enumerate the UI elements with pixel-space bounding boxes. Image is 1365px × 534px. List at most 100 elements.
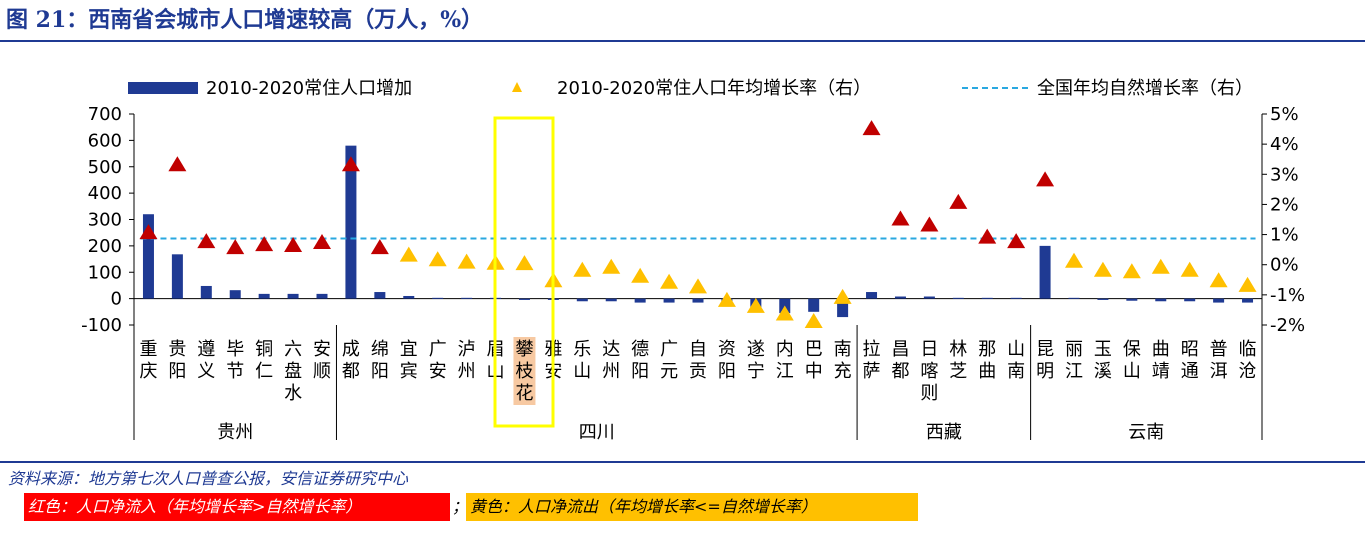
legend-bar-swatch <box>128 82 198 94</box>
category-label-那曲: 那曲 <box>978 339 996 382</box>
left-tick-label: 0 <box>111 289 122 310</box>
rate-marker-绵阳 <box>370 239 389 255</box>
category-axis: 重庆贵阳遵义毕节铜仁六盘水安顺成都绵阳宜宾广安泸州眉山攀枝花雅安乐山达州德阳广元… <box>139 337 1257 405</box>
right-tick-label: 5% <box>1270 104 1299 125</box>
chart: 2010-2020常住人口增加 2010-2020常住人口年均增长率（右） 全国… <box>81 78 1305 443</box>
legend-note-red: 红色：人口净流入（年均增长率>自然增长率） <box>24 493 450 521</box>
legend-triangle-swatch <box>512 82 522 92</box>
category-label-自贡: 自贡 <box>689 339 707 382</box>
rate-marker-昭通 <box>1180 261 1199 277</box>
rate-marker-安顺 <box>313 234 331 250</box>
title-rule <box>0 40 1365 42</box>
category-label-丽江: 丽江 <box>1065 339 1083 382</box>
category-label-遂宁: 遂宁 <box>747 339 765 382</box>
right-tick-label: 1% <box>1270 225 1299 246</box>
right-tick-label: 4% <box>1270 134 1299 155</box>
rate-marker-乐山 <box>573 261 592 277</box>
bar-昆明 <box>1039 245 1051 299</box>
rate-marker-昌都 <box>891 210 910 226</box>
source-rule <box>0 461 1365 463</box>
left-tick-label: 700 <box>88 104 122 125</box>
category-label-泸州: 泸州 <box>458 339 476 382</box>
category-label-日喀则: 日喀则 <box>920 339 938 404</box>
bar-林芝 <box>952 297 964 299</box>
category-label-昌都: 昌都 <box>891 339 909 382</box>
rate-marker-那曲 <box>978 228 997 244</box>
right-tick-label: 2% <box>1270 194 1299 215</box>
category-label-达州: 达州 <box>602 339 620 382</box>
left-tick-label: 500 <box>88 157 122 178</box>
left-tick-label: 400 <box>88 183 122 204</box>
rate-marker-南充 <box>833 288 852 304</box>
rate-marker-泸州 <box>457 253 476 269</box>
right-tick-label: -1% <box>1270 285 1305 306</box>
rate-marker-遂宁 <box>746 297 765 313</box>
bar-铜仁 <box>258 293 270 299</box>
bar-巴中 <box>808 298 820 312</box>
rate-marker-自贡 <box>689 278 707 294</box>
bar-玉溪 <box>1097 298 1109 300</box>
bar-六盘水 <box>287 293 299 299</box>
rate-marker-山南 <box>1007 233 1026 249</box>
group-label-西藏: 西藏 <box>926 422 962 443</box>
category-label-保山: 保山 <box>1123 339 1141 382</box>
category-label-普洱: 普洱 <box>1210 339 1228 382</box>
bar-泸州 <box>461 297 473 299</box>
left-tick-label: 600 <box>88 130 122 151</box>
category-label-内江: 内江 <box>776 339 794 382</box>
bar-昭通 <box>1184 298 1196 302</box>
bar-安顺 <box>316 293 328 299</box>
category-label-广安: 广安 <box>429 339 447 382</box>
category-label-南充: 南充 <box>834 339 852 382</box>
category-label-昭通: 昭通 <box>1181 339 1199 382</box>
rate-marker-曲靖 <box>1151 258 1170 274</box>
bar-自贡 <box>692 298 704 303</box>
rate-marker-临沧 <box>1238 276 1257 292</box>
category-label-宜宾: 宜宾 <box>400 339 418 382</box>
rate-marker-昆明 <box>1036 171 1055 187</box>
category-label-德阳: 德阳 <box>631 339 649 382</box>
category-label-拉萨: 拉萨 <box>863 339 881 382</box>
bar-普洱 <box>1213 298 1225 303</box>
bar-广元 <box>663 298 675 303</box>
highlight-label-bg <box>513 337 536 405</box>
bar-日喀则 <box>923 296 935 299</box>
category-label-贵阳: 贵阳 <box>168 339 186 382</box>
source-note: 资料来源：地方第七次人口普查公报，安信证券研究中心 <box>8 469 409 488</box>
legend-bar-label: 2010-2020常住人口增加 <box>206 78 412 99</box>
rate-marker-成都 <box>341 156 360 172</box>
bar-拉萨 <box>866 292 878 299</box>
rate-marker-宜宾 <box>399 246 418 262</box>
category-label-临沧: 临沧 <box>1239 339 1257 382</box>
category-label-攀枝花: 攀枝花 <box>515 339 533 404</box>
group-label-四川: 四川 <box>579 422 615 443</box>
category-label-玉溪: 玉溪 <box>1094 339 1112 382</box>
legend-triangle-label: 2010-2020常住人口年均增长率（右） <box>557 78 871 99</box>
bar-丽江 <box>1068 297 1080 299</box>
category-label-重庆: 重庆 <box>139 339 157 382</box>
rate-marker-德阳 <box>631 267 650 283</box>
rate-marker-攀枝花 <box>515 255 534 271</box>
bar-达州 <box>605 298 617 302</box>
rate-marker-广安 <box>428 251 447 267</box>
category-label-巴中: 巴中 <box>805 339 823 382</box>
rate-marker-拉萨 <box>862 120 881 136</box>
bar-攀枝花 <box>518 298 530 300</box>
right-axis: -2% -1% 0% 1% 2% 3% 4% 5% <box>1261 104 1305 336</box>
rate-marker-日喀则 <box>920 216 939 232</box>
group-label-云南: 云南 <box>1128 422 1164 443</box>
right-tick-label: 0% <box>1270 255 1299 276</box>
bar-成都 <box>345 145 357 299</box>
right-tick-label: -2% <box>1270 315 1305 336</box>
group-axis: 贵州 四川 西藏 云南 <box>133 325 1263 443</box>
bar-广安 <box>432 297 444 299</box>
rate-marker-巴中 <box>804 312 823 328</box>
category-label-毕节: 毕节 <box>226 339 244 382</box>
rate-marker-普洱 <box>1209 272 1228 288</box>
rate-marker-林芝 <box>949 193 968 209</box>
legend: 2010-2020常住人口增加 2010-2020常住人口年均增长率（右） 全国… <box>128 78 1253 99</box>
left-tick-label: 200 <box>88 236 122 257</box>
category-label-曲靖: 曲靖 <box>1152 339 1170 382</box>
left-axis: -100 0 100 200 300 400 500 600 700 <box>81 104 1262 336</box>
bar-德阳 <box>634 298 646 303</box>
